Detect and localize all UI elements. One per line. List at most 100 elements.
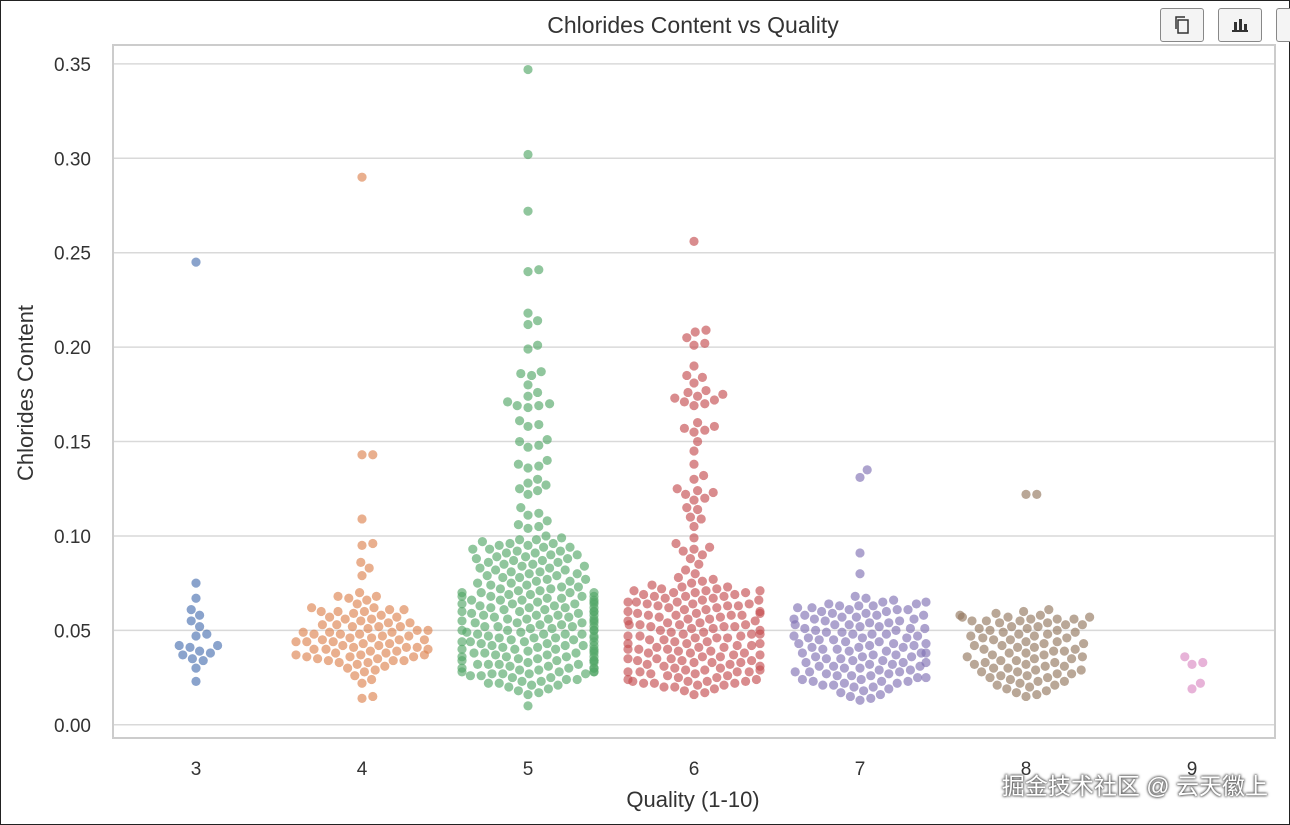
data-point-q7	[856, 674, 866, 685]
data-point-q5	[533, 340, 543, 350]
data-point-q4	[359, 667, 369, 677]
data-point-q5	[473, 659, 483, 669]
data-point-q6	[672, 484, 682, 494]
data-point-q4	[368, 538, 378, 549]
data-point-q4	[352, 659, 362, 669]
data-point-q5	[551, 644, 561, 654]
data-point-q5	[480, 648, 490, 658]
data-point-q7	[855, 472, 865, 483]
data-point-q6	[685, 648, 696, 658]
data-point-q6	[700, 425, 710, 435]
data-point-q5	[551, 633, 561, 643]
data-point-q9	[1195, 678, 1205, 688]
data-point-q5	[523, 149, 533, 160]
copy-button[interactable]	[1160, 8, 1204, 42]
data-point-q8	[996, 655, 1006, 666]
data-point-q5	[504, 682, 514, 692]
data-point-q6	[730, 589, 740, 600]
data-point-q4	[355, 629, 365, 639]
data-point-q8	[1033, 676, 1043, 686]
grid-lines	[113, 63, 1275, 726]
data-point-q8	[1021, 659, 1031, 669]
data-point-q5	[523, 380, 533, 390]
data-point-q5	[555, 546, 566, 556]
data-point-q8	[1059, 646, 1069, 656]
data-point-q5	[491, 565, 501, 575]
chart-button[interactable]	[1218, 8, 1262, 42]
data-point-q6	[696, 514, 706, 524]
data-point-q7	[913, 631, 923, 641]
data-point-q3	[191, 631, 201, 641]
data-point-q5	[557, 582, 567, 592]
data-point-q7	[867, 629, 877, 639]
data-point-q7	[794, 638, 804, 649]
data-point-q7	[817, 606, 827, 617]
data-point-q5	[519, 637, 530, 647]
data-point-q5	[546, 584, 556, 594]
data-point-q7	[872, 610, 882, 620]
data-point-q6	[741, 588, 751, 598]
data-point-q4	[344, 593, 354, 603]
data-point-q5	[542, 516, 552, 526]
data-point-q6	[700, 338, 710, 348]
data-point-q5	[533, 316, 543, 326]
data-point-q7	[868, 601, 878, 611]
data-point-q7	[845, 691, 856, 702]
data-point-q4	[352, 599, 362, 609]
data-point-q6	[679, 423, 690, 433]
data-point-q8	[1013, 667, 1023, 677]
data-point-q4	[302, 652, 312, 662]
data-point-q8	[1043, 672, 1053, 683]
data-point-q8	[1021, 648, 1031, 658]
data-point-q4	[298, 627, 308, 637]
data-point-q8	[1067, 654, 1077, 664]
data-point-q7	[868, 650, 878, 660]
data-point-q5	[553, 557, 563, 567]
data-point-q6	[751, 674, 762, 685]
data-point-q5	[525, 623, 536, 634]
data-point-q6	[715, 612, 726, 622]
data-point-q4	[357, 540, 367, 550]
data-point-q5	[581, 574, 591, 584]
data-point-q7	[898, 657, 908, 668]
data-point-q4	[349, 642, 359, 652]
data-point-q6	[719, 621, 729, 632]
data-point-q5	[457, 652, 467, 662]
more-button[interactable]	[1276, 8, 1290, 42]
data-point-q6	[682, 370, 692, 381]
data-point-q5	[534, 440, 544, 450]
data-point-q6	[690, 588, 700, 598]
data-point-q5	[570, 599, 580, 609]
x-tick-label: 9	[1187, 759, 1198, 780]
data-point-q6	[690, 327, 700, 337]
data-point-q4	[350, 671, 360, 681]
data-point-q8	[1029, 654, 1039, 664]
data-point-q4	[325, 612, 335, 622]
data-point-q6	[679, 397, 690, 407]
data-point-q5	[495, 584, 505, 594]
data-point-q5	[533, 486, 543, 496]
data-point-q6	[654, 612, 664, 622]
data-point-q8	[1077, 620, 1087, 630]
data-point-q6	[700, 493, 710, 503]
data-point-q4	[317, 620, 327, 630]
data-point-q8	[981, 616, 992, 626]
data-point-q8	[1007, 621, 1017, 632]
data-point-q8	[1015, 678, 1025, 688]
toolbar	[1160, 8, 1290, 42]
data-point-q3	[195, 610, 205, 620]
data-point-q6	[682, 333, 692, 343]
data-point-q7	[789, 631, 799, 641]
data-point-q6	[623, 667, 633, 677]
data-point-q7	[861, 608, 871, 618]
data-point-q5	[492, 552, 502, 562]
data-point-q5	[516, 627, 526, 637]
data-point-q6	[723, 601, 733, 611]
data-point-q7	[800, 610, 810, 620]
data-point-q5	[524, 603, 534, 613]
data-point-q6	[715, 652, 726, 662]
data-point-q4	[399, 655, 409, 666]
data-point-q5	[457, 606, 467, 617]
data-point-q7	[921, 597, 931, 607]
data-point-q4	[291, 650, 301, 660]
